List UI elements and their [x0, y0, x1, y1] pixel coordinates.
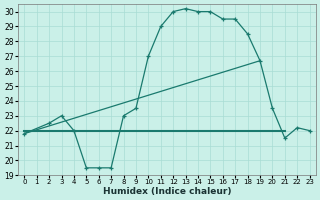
X-axis label: Humidex (Indice chaleur): Humidex (Indice chaleur) [103, 187, 231, 196]
